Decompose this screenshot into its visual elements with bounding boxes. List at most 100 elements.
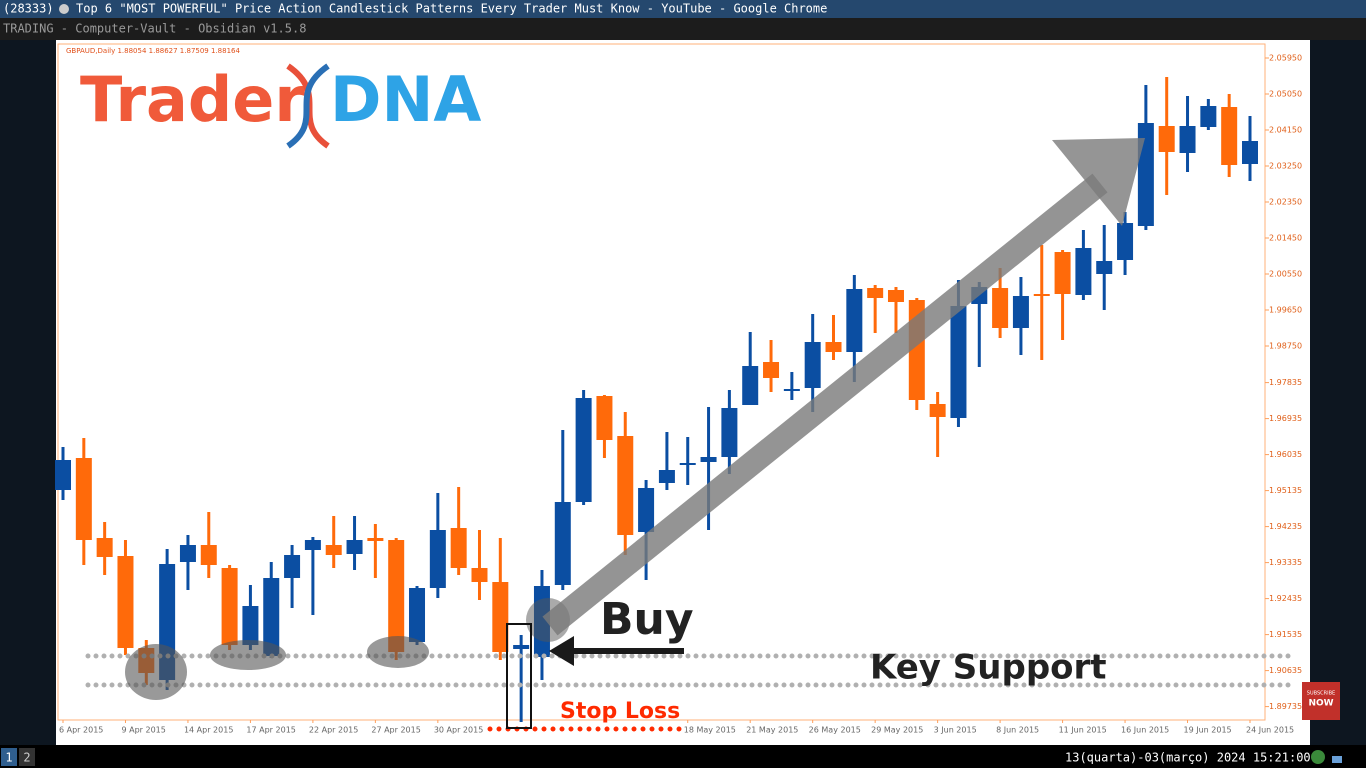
candle-body	[1054, 252, 1071, 294]
x-tick-label: 27 Apr 2015	[371, 726, 420, 735]
candle-body	[179, 545, 196, 562]
tray-icon	[1332, 756, 1342, 763]
y-tick-label: 1.92435	[1269, 594, 1302, 603]
app-bar	[0, 18, 1366, 40]
y-tick-label: 2.05050	[1269, 90, 1302, 99]
candle-body	[575, 398, 592, 502]
signal-box	[506, 623, 532, 729]
candle-body	[1033, 294, 1050, 296]
x-tick-label: 3 Jun 2015	[934, 726, 977, 735]
candle-body	[1179, 126, 1196, 153]
y-tick-label: 1.89735	[1269, 702, 1302, 711]
candle-body	[617, 436, 634, 535]
candle-body	[1075, 248, 1092, 295]
x-tick-label: 22 Apr 2015	[309, 726, 358, 735]
candle-body	[825, 342, 842, 352]
y-tick-label: 2.02350	[1269, 198, 1302, 207]
x-tick-label: 19 Jun 2015	[1184, 726, 1232, 735]
y-tick-label: 1.90635	[1269, 666, 1302, 675]
candle-body	[1012, 296, 1029, 328]
y-tick-label: 1.98750	[1269, 342, 1302, 351]
x-tick-label: 11 Jun 2015	[1059, 726, 1107, 735]
y-tick-label: 1.99650	[1269, 306, 1302, 315]
candle-body	[429, 530, 446, 588]
window-title: Top 6 "MOST POWERFUL" Price Action Candl…	[76, 2, 827, 16]
workspace-button[interactable]	[19, 748, 35, 766]
logo-dna: DNA	[330, 63, 481, 136]
buy-arrow-head	[549, 636, 574, 666]
stop-loss-label: Stop Loss	[560, 699, 680, 724]
candle-body	[721, 408, 738, 457]
workspace-label: 2	[23, 751, 30, 765]
candle-body	[763, 362, 780, 378]
taskbar	[0, 745, 1366, 768]
candle-body	[887, 290, 904, 302]
y-tick-label: 1.93335	[1269, 558, 1302, 567]
candle-body	[55, 460, 71, 490]
x-tick-label: 21 May 2015	[746, 726, 798, 735]
candle-body	[1117, 223, 1134, 260]
candle-body	[284, 555, 301, 578]
candle-body	[700, 457, 717, 462]
candle-body	[596, 396, 613, 440]
title-bar	[0, 0, 1366, 18]
trend-arrow	[542, 173, 1108, 636]
y-tick-label: 2.03250	[1269, 162, 1302, 171]
workspace-button[interactable]	[1, 748, 17, 766]
candle-body	[346, 540, 363, 554]
x-tick-label: 16 Jun 2015	[1121, 726, 1169, 735]
x-tick-label: 18 May 2015	[684, 726, 736, 735]
candle-body	[471, 568, 488, 582]
candle-body	[950, 306, 967, 418]
plot-border	[57, 43, 1266, 721]
candle-body	[1221, 107, 1238, 165]
candle-body	[638, 488, 655, 532]
y-tick-label: 1.96035	[1269, 450, 1302, 459]
candle-body	[242, 606, 259, 645]
y-tick-label: 1.94235	[1269, 522, 1302, 531]
tray-icon	[1311, 750, 1325, 764]
candle-body	[513, 645, 530, 649]
candle-body	[929, 404, 946, 417]
helix	[286, 63, 330, 149]
x-tick-label: 24 Jun 2015	[1246, 726, 1294, 735]
app-title: TRADING - Computer-Vault - Obsidian v1.5…	[3, 22, 306, 36]
candle-body	[409, 588, 426, 642]
candle-body	[263, 578, 280, 656]
x-tick-label: 14 Apr 2015	[184, 726, 233, 735]
candle-body	[658, 470, 675, 483]
clock: 13(quarta)-03(março) 2024 15:21:00	[1065, 751, 1311, 765]
x-tick-label: 30 Apr 2015	[434, 726, 483, 735]
globe-icon	[59, 4, 69, 14]
y-tick-label: 2.01450	[1269, 234, 1302, 243]
candle-body	[388, 540, 405, 652]
subscribe-button[interactable]	[1302, 682, 1340, 720]
x-tick-label: 26 May 2015	[809, 726, 861, 735]
subscribe-now: NOW	[1308, 699, 1333, 709]
candle-body	[783, 389, 800, 391]
highlight	[367, 636, 429, 668]
candle-body	[200, 545, 217, 565]
candle-body	[117, 556, 134, 648]
candle-body	[367, 538, 384, 541]
y-tick-label: 1.97835	[1269, 378, 1302, 387]
key-support-label: Key Support	[870, 648, 1107, 688]
candle-body	[992, 288, 1009, 328]
highlight	[210, 640, 286, 670]
x-tick-label: 6 Apr 2015	[59, 726, 103, 735]
candle-body	[1242, 141, 1258, 164]
candle-body	[304, 540, 321, 550]
candle-body	[492, 582, 509, 652]
candle-body	[867, 288, 884, 298]
highlight	[125, 644, 187, 700]
candle-body	[1200, 106, 1217, 127]
candle-body	[221, 568, 238, 645]
x-tick-label: 29 May 2015	[871, 726, 923, 735]
x-tick-label: 9 Apr 2015	[121, 726, 165, 735]
candle-body	[325, 545, 342, 555]
candle-body	[1096, 261, 1113, 274]
candle-body	[75, 458, 92, 540]
tab-count: (28333)	[3, 2, 54, 16]
y-tick-label: 1.95135	[1269, 486, 1302, 495]
